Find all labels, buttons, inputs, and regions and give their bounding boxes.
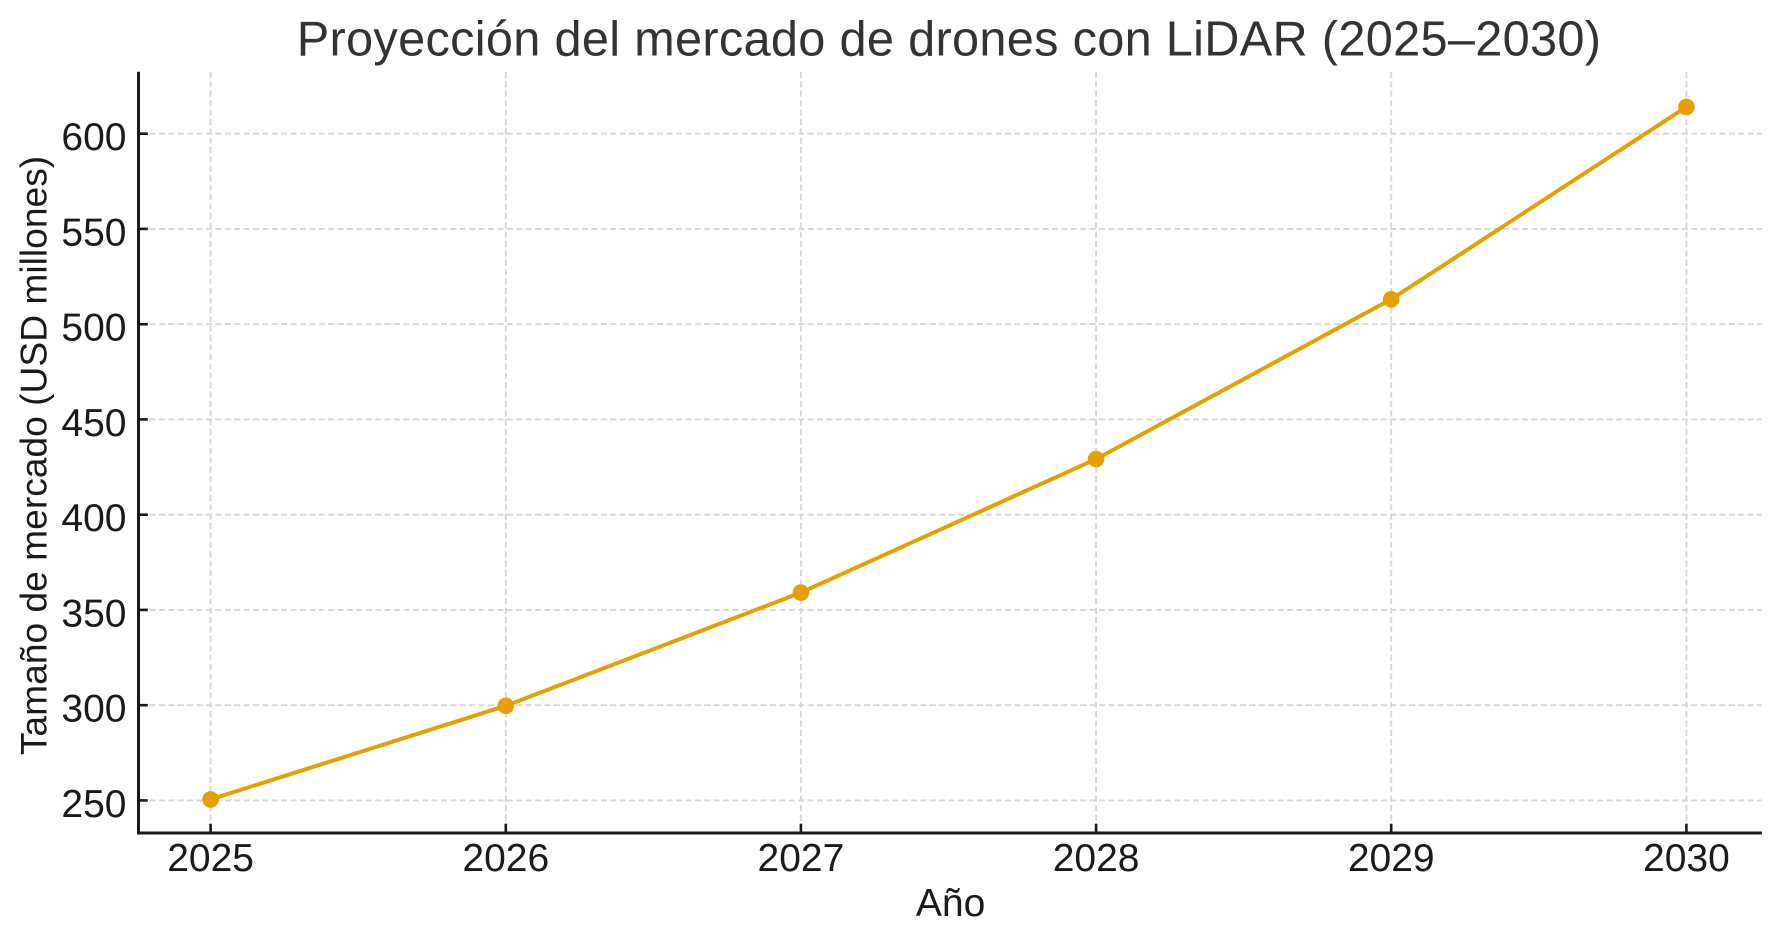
svg-text:350: 350 bbox=[61, 592, 126, 635]
svg-text:300: 300 bbox=[61, 688, 126, 731]
svg-text:2030: 2030 bbox=[1643, 837, 1730, 880]
svg-text:2026: 2026 bbox=[462, 837, 549, 880]
svg-text:400: 400 bbox=[61, 497, 126, 540]
svg-text:500: 500 bbox=[61, 307, 126, 350]
svg-text:Tamaño de mercado (USD millone: Tamaño de mercado (USD millones) bbox=[12, 156, 54, 755]
svg-text:2029: 2029 bbox=[1348, 837, 1435, 880]
svg-text:2025: 2025 bbox=[167, 837, 254, 880]
svg-text:2028: 2028 bbox=[1053, 837, 1140, 880]
svg-text:550: 550 bbox=[61, 211, 126, 254]
svg-text:Proyección del mercado de dron: Proyección del mercado de drones con LiD… bbox=[297, 13, 1601, 67]
svg-text:2027: 2027 bbox=[758, 837, 845, 880]
svg-text:Año: Año bbox=[916, 882, 985, 925]
svg-text:450: 450 bbox=[61, 402, 126, 445]
svg-text:600: 600 bbox=[61, 116, 126, 159]
svg-text:250: 250 bbox=[61, 783, 126, 826]
